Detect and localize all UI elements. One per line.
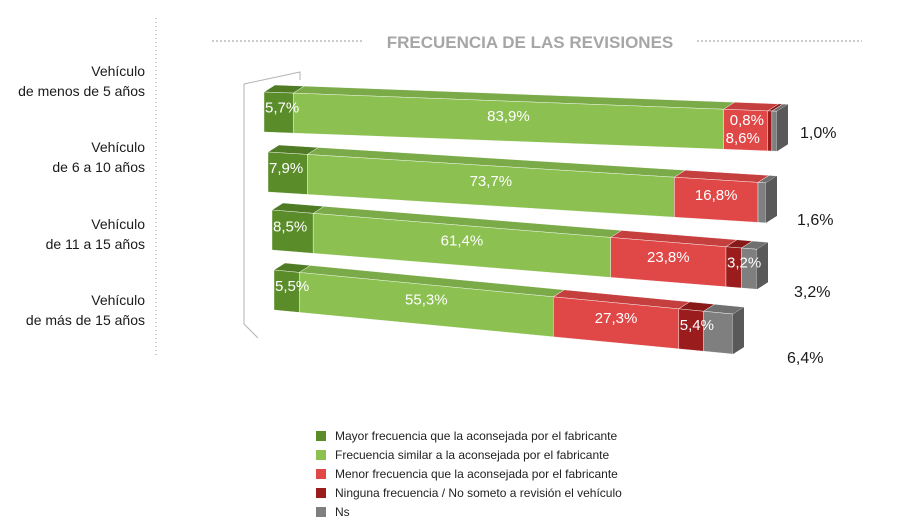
data-label: 6,4%	[787, 350, 823, 367]
data-label: 0,8%	[730, 112, 764, 129]
legend-swatch	[316, 430, 326, 441]
bar-end-face	[757, 242, 768, 290]
data-label: 73,7%	[470, 173, 513, 190]
bar-row: 5,5% 55,3% 27,3% 5,4% 6,4%	[273, 262, 823, 367]
legend-label: Ns	[335, 504, 350, 519]
bar-row: 8,5% 61,4% 23,8% 3,2% 3,2%	[271, 202, 830, 301]
bar-row: 7,9% 73,7% 16,8% 1,6%	[267, 144, 833, 229]
bar-end-face	[733, 307, 744, 355]
data-label: 23,8%	[647, 249, 690, 266]
legend-label: Mayor frecuencia que la aconsejada por e…	[335, 428, 618, 443]
data-label: 5,4%	[680, 317, 714, 334]
data-label: 55,3%	[405, 292, 448, 309]
legend-label: Ninguna frecuencia / No someto a revisió…	[335, 485, 622, 500]
data-label: 1,6%	[797, 212, 833, 229]
data-label: 3,2%	[794, 284, 830, 301]
data-label: 83,9%	[487, 108, 530, 125]
legend-swatch	[316, 487, 326, 498]
data-label: 7,9%	[269, 160, 303, 177]
legend-item: Frecuencia similar a la aconsejada por e…	[316, 445, 622, 464]
data-label: 27,3%	[595, 310, 638, 327]
category-label: Vehículo de 6 a 10 años	[52, 139, 145, 175]
legend-item: Mayor frecuencia que la aconsejada por e…	[316, 426, 622, 445]
data-label: 1,0%	[800, 125, 836, 142]
legend-item: Ninguna frecuencia / No someto a revisió…	[316, 483, 622, 502]
legend: Mayor frecuencia que la aconsejada por e…	[316, 426, 622, 521]
legend-label: Menor frecuencia que la aconsejada por e…	[335, 466, 618, 481]
data-label: 8,5%	[273, 219, 307, 236]
data-label: 61,4%	[441, 232, 484, 249]
bar-segment	[757, 182, 767, 224]
legend-swatch	[316, 468, 326, 479]
chart-title: FRECUENCIA DE LAS REVISIONES	[387, 33, 674, 52]
data-label: 8,6%	[726, 130, 760, 147]
bracket-back-wall	[243, 84, 259, 339]
category-label: Vehículo de más de 15 años	[26, 292, 145, 328]
legend-label: Frecuencia similar a la aconsejada por e…	[335, 447, 610, 462]
bracket-top-edge	[243, 71, 301, 85]
data-label: 16,8%	[695, 187, 738, 204]
bar-end-face	[766, 175, 777, 223]
category-label: Vehículo de menos de 5 años	[18, 63, 145, 99]
legend-item: Ns	[316, 502, 622, 521]
data-label: 5,7%	[265, 100, 299, 117]
bar-row: 5,7% 83,9% 8,6%0,8% 1,0%	[263, 84, 836, 152]
data-label: 5,5%	[275, 278, 309, 295]
legend-swatch	[316, 506, 326, 517]
bar-segment	[767, 110, 773, 152]
legend-item: Menor frecuencia que la aconsejada por e…	[316, 464, 622, 483]
category-label: Vehículo de 11 a 15 años	[46, 216, 146, 252]
bar-end-face	[777, 104, 788, 152]
bar-segment	[771, 110, 778, 152]
data-label: 3,2%	[727, 254, 761, 271]
legend-swatch	[316, 449, 326, 460]
